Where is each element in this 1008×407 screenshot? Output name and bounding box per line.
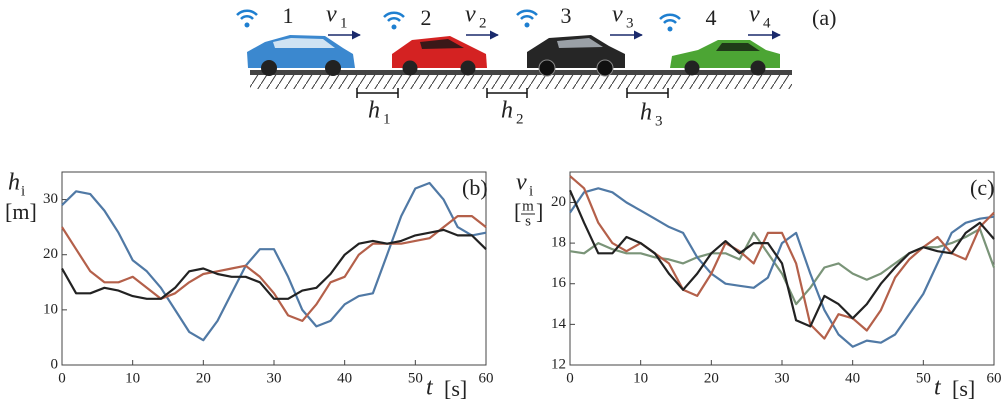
- y-axis-unit-denominator: s: [525, 213, 531, 229]
- x-tick-label: 0: [58, 370, 66, 386]
- headway-symbol: h: [368, 98, 380, 124]
- x-axis-symbol: t: [934, 375, 942, 401]
- x-tick-label: 20: [704, 370, 719, 386]
- velocity-subscript: 4: [763, 15, 771, 31]
- velocity-subscript: 2: [479, 15, 487, 31]
- car: [527, 35, 625, 76]
- car: [247, 35, 355, 76]
- vehicle-number: 4: [706, 5, 717, 30]
- x-tick-label: 40: [337, 370, 352, 386]
- velocity-subscript: 1: [340, 15, 348, 31]
- headway-subscript: 1: [383, 111, 391, 127]
- y-tick-label: 0: [51, 356, 59, 372]
- y-axis-symbol: h: [8, 170, 20, 196]
- headway-symbol: h: [640, 100, 652, 126]
- y-tick-label: 18: [551, 235, 566, 251]
- velocity-subscript: 3: [626, 15, 634, 31]
- data-line: [62, 183, 486, 340]
- x-tick-label: 50: [916, 370, 931, 386]
- y-axis-unit-bracket: [: [514, 199, 521, 224]
- y-tick-label: 20: [551, 194, 566, 210]
- road-hatch: [250, 75, 792, 89]
- velocity-symbol: v: [326, 2, 337, 28]
- x-axis-unit: [s]: [444, 376, 467, 401]
- data-line: [570, 176, 994, 339]
- figure: 1 2 3 4 v 1 v 2 v 3 v 4 (a) h 1 h 2 h 3 …: [0, 0, 1008, 407]
- y-tick-label: 16: [551, 275, 567, 291]
- y-tick-label: 14: [551, 316, 567, 332]
- plot-frame: [62, 172, 486, 365]
- headway-symbol: h: [501, 98, 513, 124]
- panel-label: (a): [812, 5, 836, 30]
- x-tick-label: 10: [633, 370, 648, 386]
- headway-subscript: 2: [516, 111, 524, 127]
- y-tick-label: 10: [43, 301, 58, 317]
- x-tick-label: 50: [408, 370, 423, 386]
- y-tick-label: 12: [551, 356, 566, 372]
- headway-subscript: 3: [655, 113, 663, 129]
- x-tick-label: 0: [566, 370, 574, 386]
- x-tick-label: 40: [845, 370, 860, 386]
- headway-markers: [357, 88, 668, 98]
- x-tick-label: 20: [196, 370, 211, 386]
- data-line: [570, 190, 994, 326]
- panel-label: (b): [462, 175, 488, 200]
- y-axis-symbol: v: [516, 170, 527, 196]
- x-axis-unit: [s]: [952, 376, 975, 401]
- x-axis-symbol: t: [426, 375, 434, 401]
- car: [392, 36, 487, 76]
- velocity-symbol: v: [465, 2, 476, 28]
- vehicle-number: 1: [283, 3, 294, 28]
- platoon-diagram: 1 2 3 4 v 1 v 2 v 3 v 4 (a) h 1 h 2 h 3: [237, 2, 836, 130]
- plot-frame: [570, 172, 994, 365]
- y-axis-unit: [m]: [5, 199, 37, 224]
- velocity-symbol: v: [612, 2, 623, 28]
- y-tick-label: 20: [43, 246, 58, 262]
- x-tick-label: 30: [775, 370, 790, 386]
- panel-label: (c): [970, 175, 994, 200]
- velocity-symbol: v: [749, 2, 760, 28]
- y-axis-unit-bracket: ]: [536, 199, 543, 224]
- data-line: [62, 216, 486, 321]
- vehicle-number: 3: [561, 3, 572, 28]
- y-tick-label: 30: [43, 191, 58, 207]
- vehicle-number: 2: [421, 5, 432, 30]
- y-axis-subscript: i: [21, 183, 25, 199]
- y-axis-subscript: i: [529, 183, 533, 199]
- x-tick-label: 30: [267, 370, 282, 386]
- y-axis-unit-numerator: m: [522, 198, 534, 214]
- x-tick-label: 60: [987, 370, 1002, 386]
- x-tick-label: 10: [125, 370, 140, 386]
- x-tick-label: 60: [479, 370, 494, 386]
